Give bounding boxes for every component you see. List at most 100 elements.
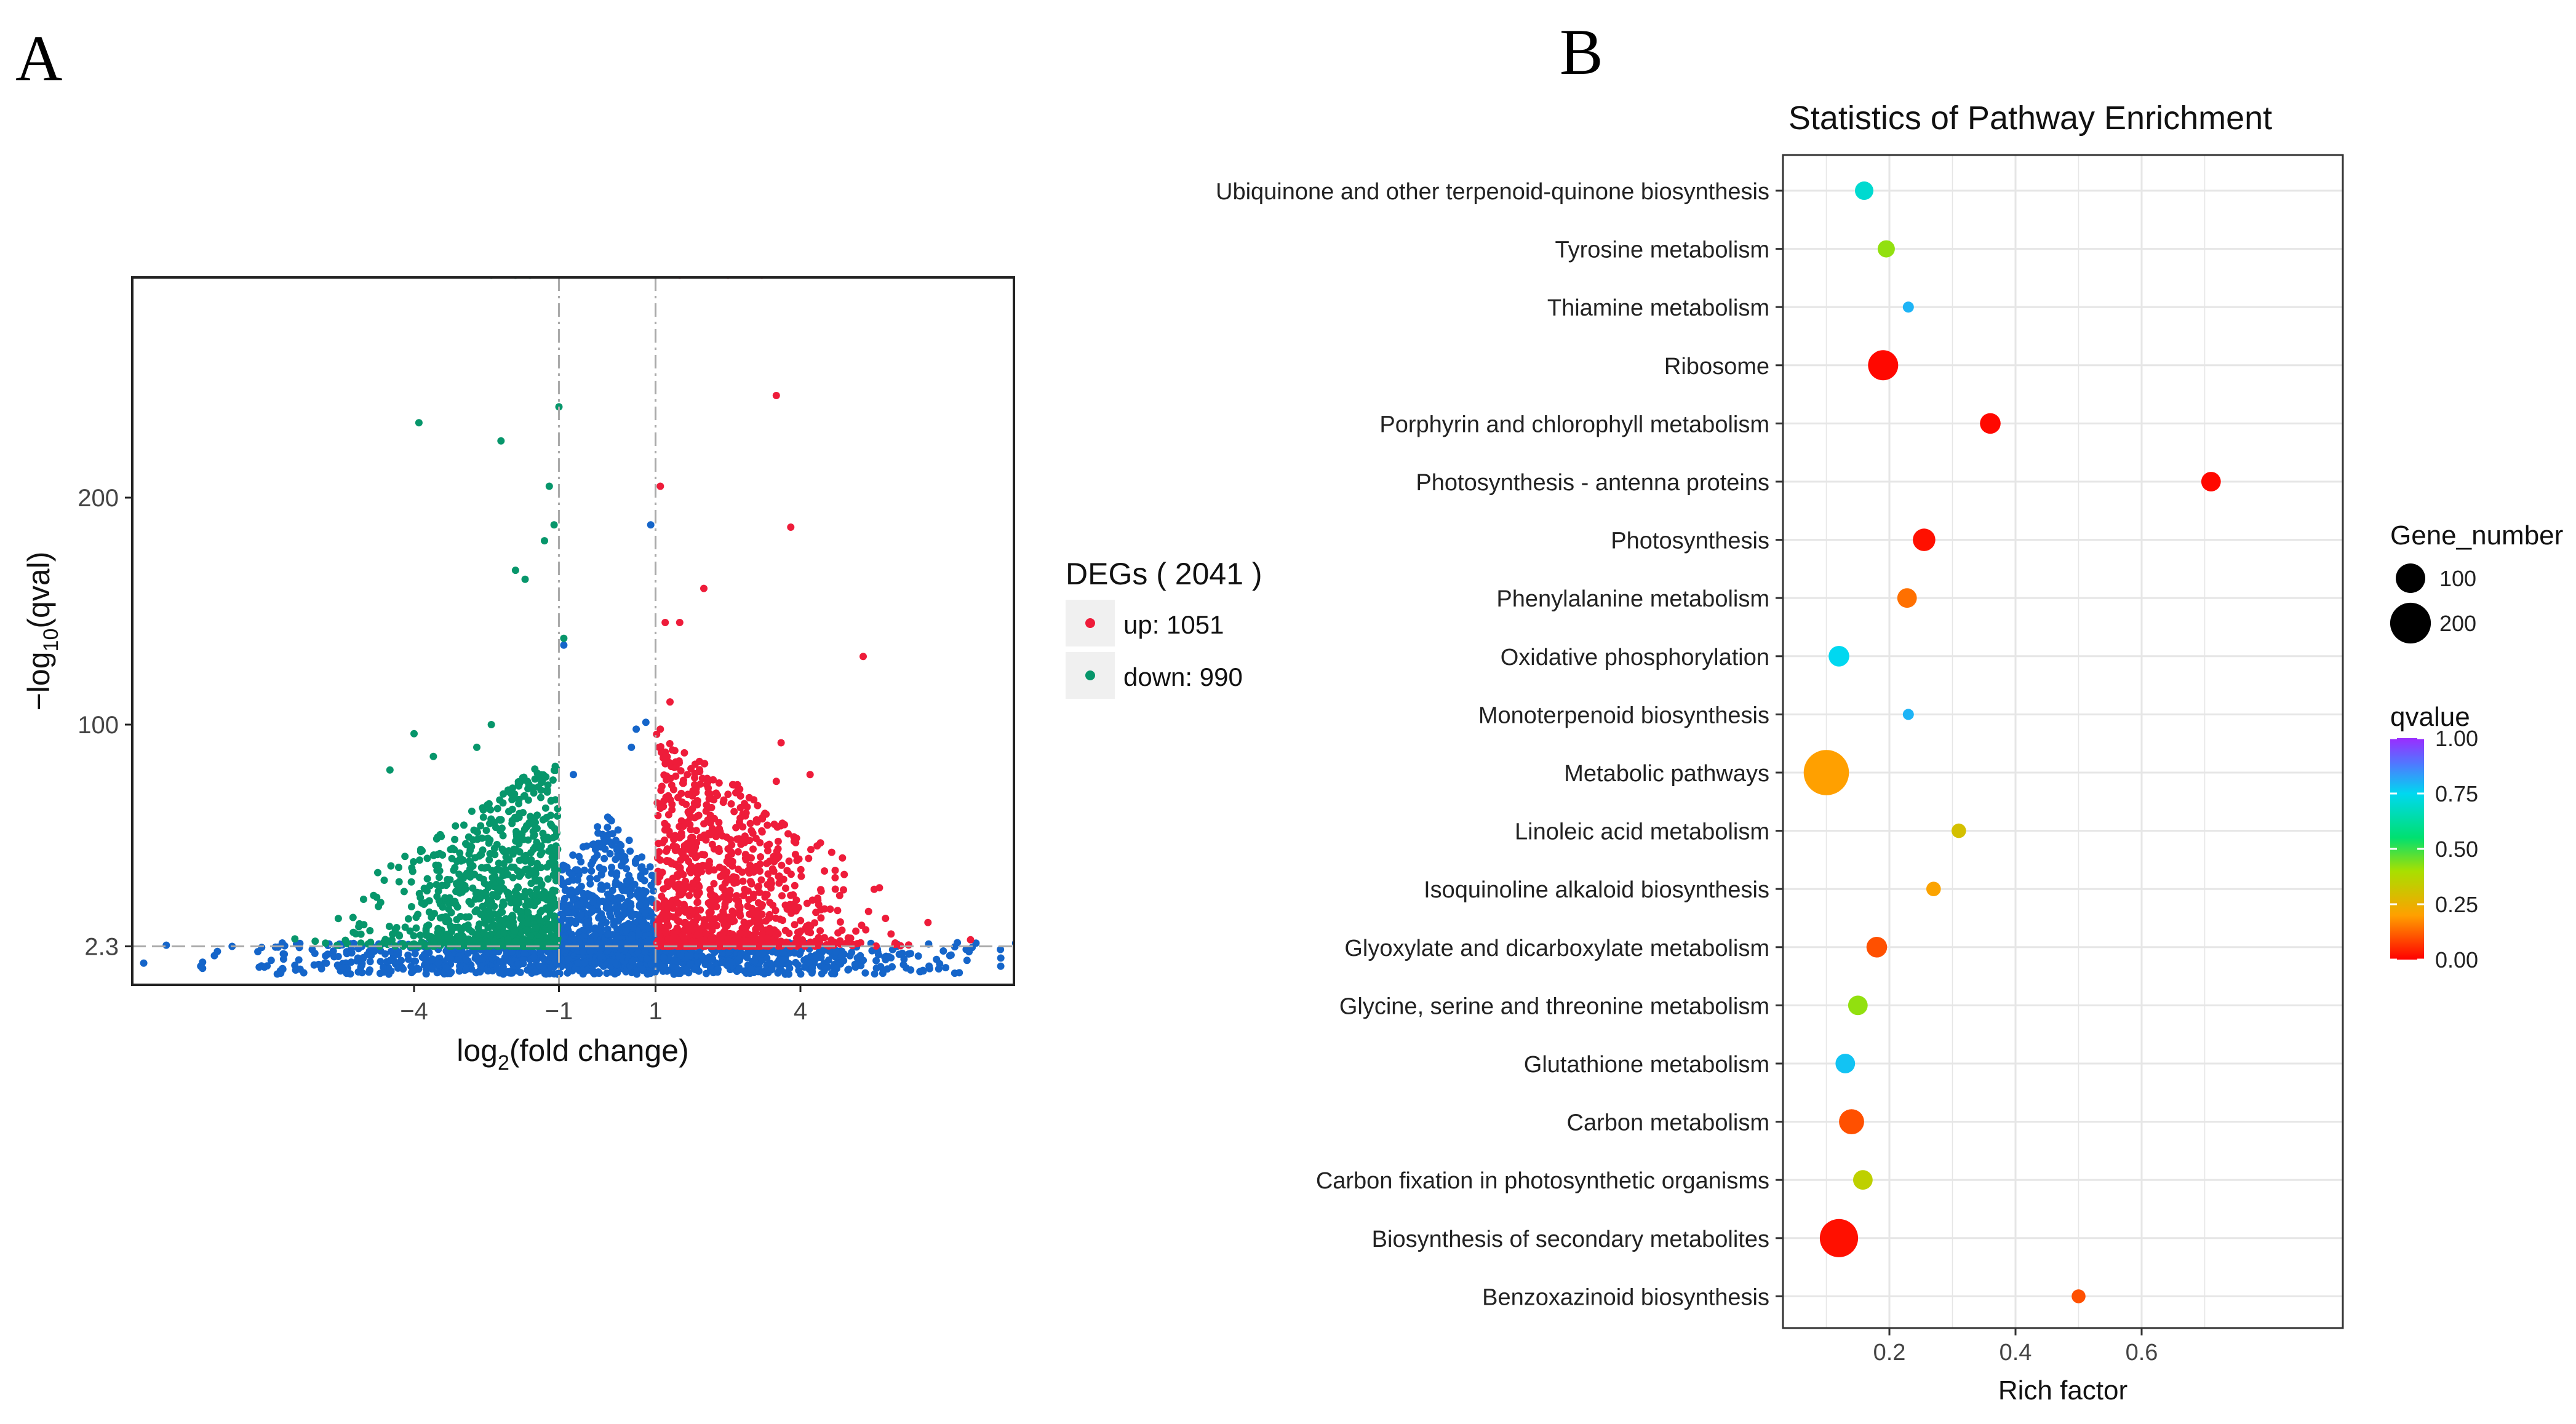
volcano-point xyxy=(554,812,562,820)
volcano-point xyxy=(774,930,782,938)
volcano-point xyxy=(899,961,907,969)
volcano-point xyxy=(674,942,682,950)
volcano-point xyxy=(533,770,541,778)
volcano-point xyxy=(669,786,677,794)
volcano-point xyxy=(586,875,594,882)
volcano-point xyxy=(668,948,676,956)
volcano-point xyxy=(581,958,589,966)
volcano-point xyxy=(704,829,712,837)
volcano-threshold-lines xyxy=(132,277,1014,985)
volcano-point xyxy=(603,882,611,890)
volcano-point xyxy=(433,881,441,888)
volcano-point xyxy=(488,873,496,881)
enrichment-point xyxy=(1835,1054,1856,1073)
volcano-point xyxy=(401,853,409,861)
volcano-point xyxy=(516,848,524,856)
volcano-point xyxy=(787,891,795,899)
volcano-point xyxy=(633,966,641,974)
volcano-point xyxy=(418,899,426,907)
volcano-point xyxy=(744,902,752,910)
volcano-point xyxy=(516,779,524,787)
volcano-point xyxy=(725,859,733,867)
volcano-plot: −4 −1 1 4 2.3 100 200 log2(fold change) −log1… xyxy=(22,276,1262,1075)
volcano-point xyxy=(674,794,682,801)
volcano-point xyxy=(394,964,402,972)
volcano-point xyxy=(640,890,648,898)
volcano-point xyxy=(471,854,479,862)
volcano-point xyxy=(679,870,687,878)
enrichment-point xyxy=(1902,301,1914,313)
enrichment-point xyxy=(1828,646,1849,667)
volcano-point xyxy=(673,968,681,976)
volcano-point xyxy=(839,854,847,862)
volcano-point xyxy=(755,942,763,950)
volcano-point xyxy=(339,964,347,972)
volcano-point xyxy=(527,849,535,857)
volcano-point xyxy=(808,964,816,972)
volcano-point xyxy=(526,901,533,909)
volcano-point xyxy=(586,880,594,888)
volcano-point xyxy=(625,837,633,845)
volcano-point xyxy=(495,922,503,930)
volcano-point xyxy=(308,945,316,953)
volcano-point xyxy=(199,958,207,966)
volcano-point xyxy=(366,958,374,966)
volcano-point xyxy=(904,941,912,949)
volcano-point xyxy=(965,948,973,956)
gene-number-legend-marker xyxy=(2390,602,2431,644)
volcano-point xyxy=(395,878,403,886)
volcano-point xyxy=(346,970,354,978)
volcano-point xyxy=(561,894,568,902)
volcano-point xyxy=(755,882,763,890)
volcano-point xyxy=(664,921,672,929)
volcano-point xyxy=(457,942,465,950)
volcano-point xyxy=(423,854,431,862)
volcano-point xyxy=(492,824,500,832)
volcano-point xyxy=(647,881,655,889)
enrichment-point xyxy=(2072,1289,2086,1303)
volcano-point xyxy=(422,957,430,965)
volcano-point xyxy=(740,918,748,926)
volcano-point xyxy=(875,884,883,892)
volcano-x-axis: −4 −1 1 4 xyxy=(400,985,807,1025)
volcano-point xyxy=(490,937,498,945)
volcano-point xyxy=(541,804,549,812)
volcano-point xyxy=(749,845,757,853)
volcano-point xyxy=(642,718,650,726)
volcano-point xyxy=(583,966,591,974)
volcano-point xyxy=(632,859,639,867)
volcano-point xyxy=(716,825,724,833)
volcano-point xyxy=(807,846,815,854)
volcano-point xyxy=(821,867,829,875)
volcano-point xyxy=(560,634,568,642)
volcano-point xyxy=(688,850,696,858)
volcano-point xyxy=(846,952,854,960)
volcano-point xyxy=(627,902,635,910)
volcano-point xyxy=(453,881,461,889)
volcano-point xyxy=(548,891,556,899)
volcano-point xyxy=(557,955,564,963)
volcano-point xyxy=(579,895,587,903)
volcano-point xyxy=(524,913,532,921)
volcano-point xyxy=(963,957,971,965)
volcano-point xyxy=(656,873,664,880)
volcano-point xyxy=(742,809,750,817)
volcano-point xyxy=(428,956,436,964)
volcano-point xyxy=(433,969,441,977)
volcano-y-tick-label: 200 xyxy=(78,485,119,512)
volcano-point xyxy=(750,796,758,804)
volcano-point xyxy=(622,968,630,976)
volcano-point xyxy=(736,804,744,811)
volcano-point xyxy=(359,896,367,903)
volcano-point xyxy=(591,846,599,853)
volcano-point xyxy=(688,885,696,893)
pathway-label: Oxidative phosphorylation xyxy=(1501,645,1769,670)
volcano-point xyxy=(536,891,544,899)
volcano-point xyxy=(446,969,454,977)
volcano-point xyxy=(604,824,612,832)
volcano-point xyxy=(537,882,545,890)
volcano-point xyxy=(772,778,780,786)
volcano-point xyxy=(752,816,760,824)
volcano-point xyxy=(778,861,786,869)
volcano-point xyxy=(457,936,465,944)
